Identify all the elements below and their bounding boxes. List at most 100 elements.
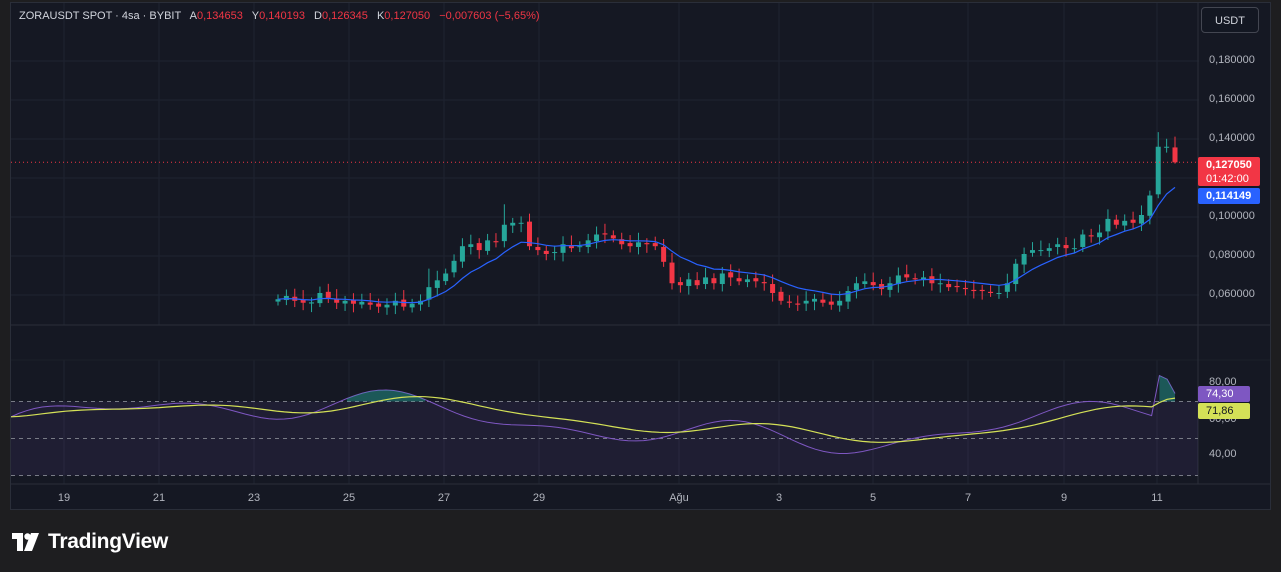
candle-body bbox=[694, 280, 700, 286]
candle-body bbox=[585, 240, 591, 247]
candle-body bbox=[543, 250, 549, 254]
candle-body bbox=[803, 300, 809, 304]
candle-body bbox=[820, 299, 826, 303]
candle-body bbox=[879, 284, 885, 290]
candle-body bbox=[635, 242, 641, 247]
candle-body bbox=[501, 224, 507, 242]
candle-body bbox=[677, 282, 683, 286]
candle-body bbox=[652, 243, 658, 247]
candle-body bbox=[703, 277, 709, 285]
candle-body bbox=[736, 278, 742, 282]
price-axis-label: 0,140000 bbox=[1209, 132, 1255, 144]
tradingview-logo-icon bbox=[12, 533, 39, 551]
candle-body bbox=[1013, 263, 1019, 285]
candle-body bbox=[1147, 195, 1153, 216]
open-value: 0,134653 bbox=[196, 10, 243, 22]
candle-body bbox=[367, 302, 373, 305]
rsi-ma-value-tag: 71,86 bbox=[1198, 403, 1250, 419]
candle-body bbox=[937, 283, 943, 285]
candle-body bbox=[384, 304, 390, 308]
candle-body bbox=[392, 300, 398, 306]
candle-body bbox=[309, 302, 315, 304]
candle-body bbox=[443, 273, 449, 282]
candle-body bbox=[904, 274, 910, 278]
candle-body bbox=[594, 234, 600, 242]
moving-average-line bbox=[277, 186, 1176, 304]
price-axis-label: 0,160000 bbox=[1209, 93, 1255, 105]
candle-body bbox=[1138, 215, 1144, 224]
symbol-legend: ZORAUSDT SPOT · 4sa · BYBIT A0,134653 Y 0… bbox=[19, 10, 540, 22]
candle-body bbox=[1130, 219, 1136, 223]
candle-body bbox=[325, 291, 331, 298]
candle-body bbox=[862, 281, 868, 285]
candle-body bbox=[870, 282, 876, 286]
close-label: K bbox=[376, 10, 385, 22]
candle-body bbox=[409, 303, 415, 308]
rsi-ma-line bbox=[11, 395, 1176, 443]
candle-body bbox=[837, 300, 843, 306]
candle-body bbox=[711, 278, 717, 284]
candle-body bbox=[568, 245, 574, 249]
candle-body bbox=[786, 301, 792, 303]
candle-body bbox=[845, 291, 851, 302]
time-axis-label: 29 bbox=[532, 492, 546, 504]
time-axis-label: 7 bbox=[964, 492, 972, 504]
candle-body bbox=[577, 246, 583, 248]
candle-body bbox=[1097, 232, 1103, 238]
candle-body bbox=[686, 279, 692, 286]
close-value: 0,127050 bbox=[384, 10, 431, 22]
candle-body bbox=[560, 244, 566, 253]
candle-body bbox=[1113, 219, 1119, 225]
candle-body bbox=[359, 301, 365, 305]
chart-frame[interactable]: ZORAUSDT SPOT · 4sa · BYBIT A0,134653 Y 0… bbox=[10, 2, 1271, 510]
candle-body bbox=[283, 295, 289, 301]
high-label: Y bbox=[251, 10, 260, 22]
candle-body bbox=[1063, 245, 1069, 249]
candle-body bbox=[921, 277, 927, 281]
candle-body bbox=[535, 246, 541, 251]
time-axis-label: 21 bbox=[152, 492, 166, 504]
candle-body bbox=[451, 260, 457, 273]
candle-body bbox=[1004, 283, 1010, 292]
candle-body bbox=[719, 273, 725, 285]
candle-body bbox=[1122, 220, 1128, 226]
time-axis-label: 19 bbox=[57, 492, 71, 504]
candle-body bbox=[1029, 250, 1035, 253]
price-axis-label: 0,060000 bbox=[1209, 288, 1255, 300]
candle-body bbox=[434, 280, 440, 288]
symbol-title[interactable]: ZORAUSDT SPOT · 4sa · BYBIT bbox=[19, 10, 182, 22]
candle-body bbox=[954, 285, 960, 288]
candle-body bbox=[644, 243, 650, 245]
candle-body bbox=[619, 239, 625, 245]
time-axis-label: Ağu bbox=[669, 492, 689, 504]
candle-body bbox=[1038, 250, 1044, 252]
price-axis-label: 0,080000 bbox=[1209, 249, 1255, 261]
time-axis-label: 11 bbox=[1151, 492, 1163, 504]
candle-body bbox=[334, 298, 340, 303]
candle-body bbox=[996, 293, 1002, 294]
candle-body bbox=[350, 299, 356, 304]
candle-body bbox=[661, 246, 667, 262]
candle-body bbox=[627, 243, 633, 247]
candle-body bbox=[518, 222, 524, 224]
candle-body bbox=[744, 279, 750, 283]
candle-body bbox=[342, 300, 348, 304]
candle-body bbox=[476, 243, 482, 251]
currency-button[interactable]: USDT bbox=[1201, 7, 1259, 33]
open-label: A bbox=[189, 10, 197, 22]
candle-body bbox=[602, 233, 608, 235]
time-axis-label: 27 bbox=[437, 492, 451, 504]
rsi-value-tag: 74,30 bbox=[1198, 386, 1250, 402]
low-label: D bbox=[314, 10, 322, 22]
time-axis-label: 23 bbox=[247, 492, 261, 504]
candle-body bbox=[1155, 146, 1161, 195]
candle-body bbox=[778, 291, 784, 301]
candle-body bbox=[552, 252, 558, 254]
candle-body bbox=[300, 299, 306, 303]
last-price-tag: 0,127050 01:42:00 bbox=[1198, 157, 1260, 186]
tradingview-brand[interactable]: TradingView bbox=[48, 530, 169, 553]
candle-body bbox=[459, 246, 465, 262]
candle-body bbox=[275, 299, 281, 302]
candle-body bbox=[1088, 235, 1094, 237]
chart-canvas[interactable] bbox=[11, 3, 1271, 510]
